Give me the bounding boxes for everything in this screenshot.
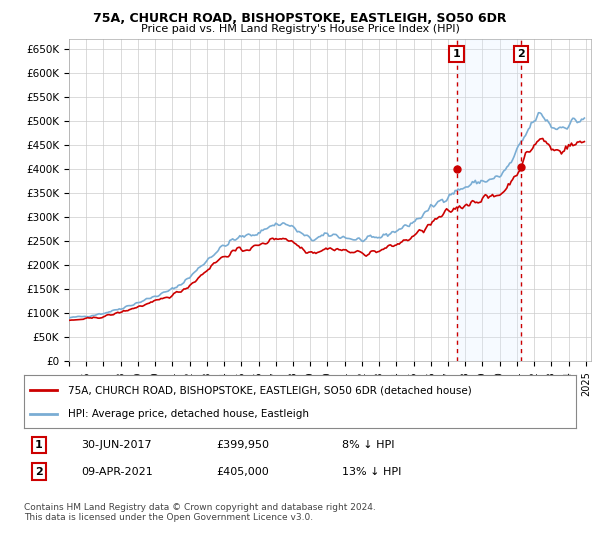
Text: £405,000: £405,000 [216, 466, 269, 477]
Text: 09-APR-2021: 09-APR-2021 [81, 466, 153, 477]
Text: 8% ↓ HPI: 8% ↓ HPI [342, 440, 395, 450]
Text: 75A, CHURCH ROAD, BISHOPSTOKE, EASTLEIGH, SO50 6DR (detached house): 75A, CHURCH ROAD, BISHOPSTOKE, EASTLEIGH… [68, 385, 472, 395]
Text: 75A, CHURCH ROAD, BISHOPSTOKE, EASTLEIGH, SO50 6DR: 75A, CHURCH ROAD, BISHOPSTOKE, EASTLEIGH… [93, 12, 507, 25]
Text: 2: 2 [35, 466, 43, 477]
Text: 1: 1 [35, 440, 43, 450]
Text: Contains HM Land Registry data © Crown copyright and database right 2024.
This d: Contains HM Land Registry data © Crown c… [24, 503, 376, 522]
Text: 2: 2 [517, 49, 525, 59]
Text: Price paid vs. HM Land Registry's House Price Index (HPI): Price paid vs. HM Land Registry's House … [140, 24, 460, 34]
Text: 13% ↓ HPI: 13% ↓ HPI [342, 466, 401, 477]
Text: 1: 1 [453, 49, 460, 59]
Text: 30-JUN-2017: 30-JUN-2017 [81, 440, 152, 450]
Bar [457, 39, 521, 361]
Text: £399,950: £399,950 [216, 440, 269, 450]
Text: HPI: Average price, detached house, Eastleigh: HPI: Average price, detached house, East… [68, 408, 309, 418]
